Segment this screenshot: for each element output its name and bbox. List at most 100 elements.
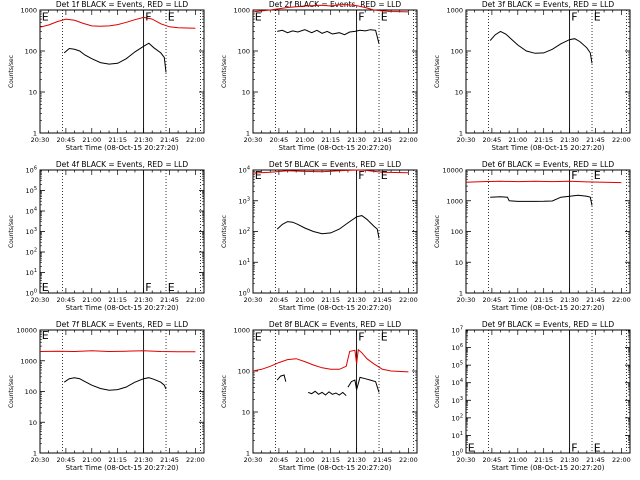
panel-9: Det 9f BLACK = Events, RED = LLD 100 101 10… (434, 320, 631, 472)
x-tick-label: 20:30 (244, 136, 263, 144)
x-tick-label: 21:30 (560, 136, 579, 144)
y-tick-label: 10 (242, 409, 250, 417)
flag-F: F (571, 10, 577, 23)
panel-title: Det 9f BLACK = Events, RED = LLD (482, 320, 615, 329)
panel-7: Det 7f BLACK = Events, RED = LLD 1 10 100 10… (8, 320, 205, 472)
y-tick-label: 101 (239, 258, 250, 267)
y-tick-label: 1000 (20, 7, 37, 15)
y-axis-title: Counts/sec (434, 55, 441, 88)
x-tick-label: 20:30 (31, 296, 50, 304)
x-tick-label: 21:00 (295, 136, 314, 144)
x-tick-label: 21:00 (82, 136, 101, 144)
panel-6: Det 6f BLACK = Events, RED = LLD 1 10 100 10… (434, 160, 631, 312)
y-tick-label: 103 (239, 196, 250, 205)
x-tick-label: 21:30 (347, 136, 366, 144)
x-tick-label: 22:00 (186, 456, 205, 464)
series-events (308, 390, 347, 397)
x-tick-label: 20:45 (483, 296, 502, 304)
x-tick-label: 22:00 (612, 456, 631, 464)
x-tick-label: 21:00 (508, 296, 527, 304)
flag-E: E (168, 10, 175, 23)
y-tick-label: 100 (239, 289, 250, 298)
y-tick-label: 10 (242, 89, 250, 97)
flag-F: F (145, 10, 151, 23)
x-tick-label: 20:45 (483, 136, 502, 144)
x-tick-label: 22:00 (612, 296, 631, 304)
y-tick-label: 102 (452, 413, 463, 422)
flag-E: E (168, 281, 175, 294)
x-tick-label: 21:30 (560, 456, 579, 464)
y-tick-label: 1 (459, 290, 463, 298)
x-axis-title: Start Time (08-Oct-15 20:27:20) (492, 464, 605, 472)
y-tick-label: 105 (26, 186, 37, 195)
plot-frame (465, 329, 631, 454)
plot-frame (39, 169, 205, 294)
x-tick-label: 21:15 (108, 456, 127, 464)
x-tick-label: 20:45 (57, 296, 76, 304)
x-tick-label: 21:45 (586, 136, 605, 144)
x-tick-label: 20:30 (457, 136, 476, 144)
x-axis-title: Start Time (08-Oct-15 20:27:20) (279, 144, 392, 152)
x-tick-label: 21:15 (321, 456, 340, 464)
series-lld (39, 16, 196, 29)
x-tick-label: 22:00 (186, 136, 205, 144)
x-tick-label: 22:00 (186, 296, 205, 304)
y-tick-label: 103 (26, 227, 37, 236)
flag-E: E (381, 169, 388, 182)
x-tick-label: 21:15 (534, 296, 553, 304)
x-tick-label: 21:30 (134, 296, 153, 304)
y-tick-label: 1000 (20, 357, 37, 365)
series-lld (39, 350, 196, 353)
y-tick-label: 1000 (446, 197, 463, 205)
y-tick-label: 1 (246, 130, 250, 138)
panel-1: Det 1f BLACK = Events, RED = LLD 1 10 100 10… (8, 0, 205, 152)
panel-2: Det 2f BLACK = Events, RED = LLD 1 10 100 10… (221, 0, 418, 152)
y-tick-label: 103 (452, 396, 463, 405)
panel-title: Det 5f BLACK = Events, RED = LLD (269, 160, 402, 169)
y-tick-label: 101 (26, 268, 37, 277)
x-tick-label: 20:30 (31, 136, 50, 144)
x-tick-label: 20:30 (457, 296, 476, 304)
x-axis-title: Start Time (08-Oct-15 20:27:20) (492, 304, 605, 312)
flag-F: F (358, 169, 364, 182)
x-tick-label: 21:45 (160, 456, 179, 464)
x-tick-label: 21:00 (295, 296, 314, 304)
panel-4: Det 4f BLACK = Events, RED = LLD 100 101 10… (8, 160, 205, 312)
x-tick-label: 20:45 (57, 456, 76, 464)
y-axis-title: Counts/sec (8, 55, 15, 88)
series-lld (252, 348, 409, 373)
panel-title: Det 1f BLACK = Events, RED = LLD (56, 0, 189, 9)
panel-title: Det 2f BLACK = Events, RED = LLD (269, 0, 402, 9)
plot-frame (465, 9, 631, 134)
x-tick-label: 21:45 (373, 296, 392, 304)
series-lld (252, 4, 409, 13)
x-tick-label: 21:15 (534, 456, 553, 464)
x-tick-label: 21:15 (321, 296, 340, 304)
y-tick-label: 100 (451, 48, 463, 56)
x-tick-label: 20:45 (57, 136, 76, 144)
x-tick-label: 21:00 (82, 296, 101, 304)
y-tick-label: 10 (455, 89, 463, 97)
flag-E: E (594, 442, 601, 455)
x-tick-label: 20:30 (457, 456, 476, 464)
series-lld (465, 180, 622, 184)
flag-E: E (381, 330, 388, 343)
plot-frame (39, 329, 205, 454)
y-tick-label: 100 (452, 449, 463, 458)
flag-F: F (358, 10, 364, 23)
x-tick-label: 21:30 (134, 456, 153, 464)
y-tick-label: 100 (25, 388, 37, 396)
x-tick-label: 20:30 (244, 456, 263, 464)
y-tick-label: 104 (452, 378, 463, 387)
y-axis-title: Counts/sec (8, 375, 15, 408)
y-tick-label: 10000 (16, 327, 37, 335)
flag-E: E (42, 10, 49, 23)
x-tick-label: 22:00 (399, 456, 418, 464)
series-events (63, 377, 167, 391)
x-tick-label: 21:00 (508, 456, 527, 464)
flag-F: F (571, 169, 577, 182)
flag-E: E (255, 10, 262, 23)
y-axis-title: Counts/sec (221, 215, 228, 248)
x-axis-title: Start Time (08-Oct-15 20:27:20) (66, 304, 179, 312)
